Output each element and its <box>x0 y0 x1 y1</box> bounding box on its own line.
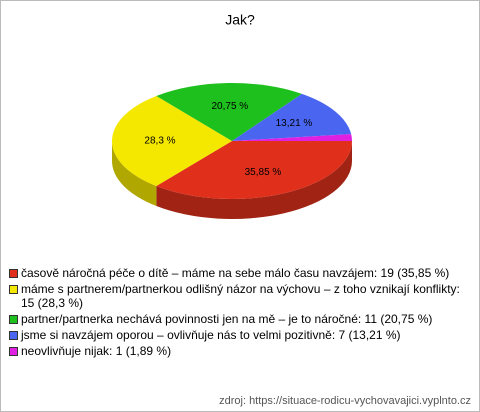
slice <box>156 141 352 200</box>
slice <box>232 93 352 141</box>
legend-label: neovlivňuje nijak: 1 (1,89 %) <box>21 344 172 358</box>
slice <box>112 95 232 187</box>
legend-swatch <box>9 285 18 294</box>
slice <box>232 134 352 141</box>
legend: časově náročná péče o dítě – máme na seb… <box>9 266 469 360</box>
slice-label: 13,21 % <box>276 118 313 129</box>
legend-item: partner/partnerka nechává povinnosti jen… <box>9 312 469 326</box>
legend-swatch <box>9 269 18 278</box>
chart-title: Jak? <box>225 12 255 28</box>
legend-item: neovlivňuje nijak: 1 (1,89 %) <box>9 344 469 358</box>
legend-item: máme s partnerem/partnerkou odlišný názo… <box>9 282 469 310</box>
slice <box>156 83 302 141</box>
legend-item: časově náročná péče o dítě – máme na seb… <box>9 266 469 280</box>
legend-swatch <box>9 347 18 356</box>
slice-label: 20,75 % <box>211 101 248 112</box>
pie-area: Jak? 35,85 % 28,3 % 20,75 % 13,21 % <box>112 12 352 220</box>
legend-label: máme s partnerem/partnerkou odlišný názo… <box>21 282 460 310</box>
slice-label: 28,3 % <box>144 136 175 147</box>
legend-item: jsme si navzájem oporou – ovlivňuje nás … <box>9 328 469 342</box>
slice-side <box>156 141 352 220</box>
source: zdroj: https://situace-rodicu-vychovavaj… <box>219 395 471 407</box>
legend-label: časově náročná péče o dítě – máme na seb… <box>21 266 450 280</box>
legend-label: partner/partnerka nechává povinnosti jen… <box>21 312 433 326</box>
legend-label: jsme si navzájem oporou – ovlivňuje nás … <box>21 328 401 342</box>
slice-side <box>112 141 157 207</box>
legend-swatch <box>9 315 18 324</box>
legend-swatch <box>9 331 18 340</box>
slice-label: 35,85 % <box>245 167 282 178</box>
